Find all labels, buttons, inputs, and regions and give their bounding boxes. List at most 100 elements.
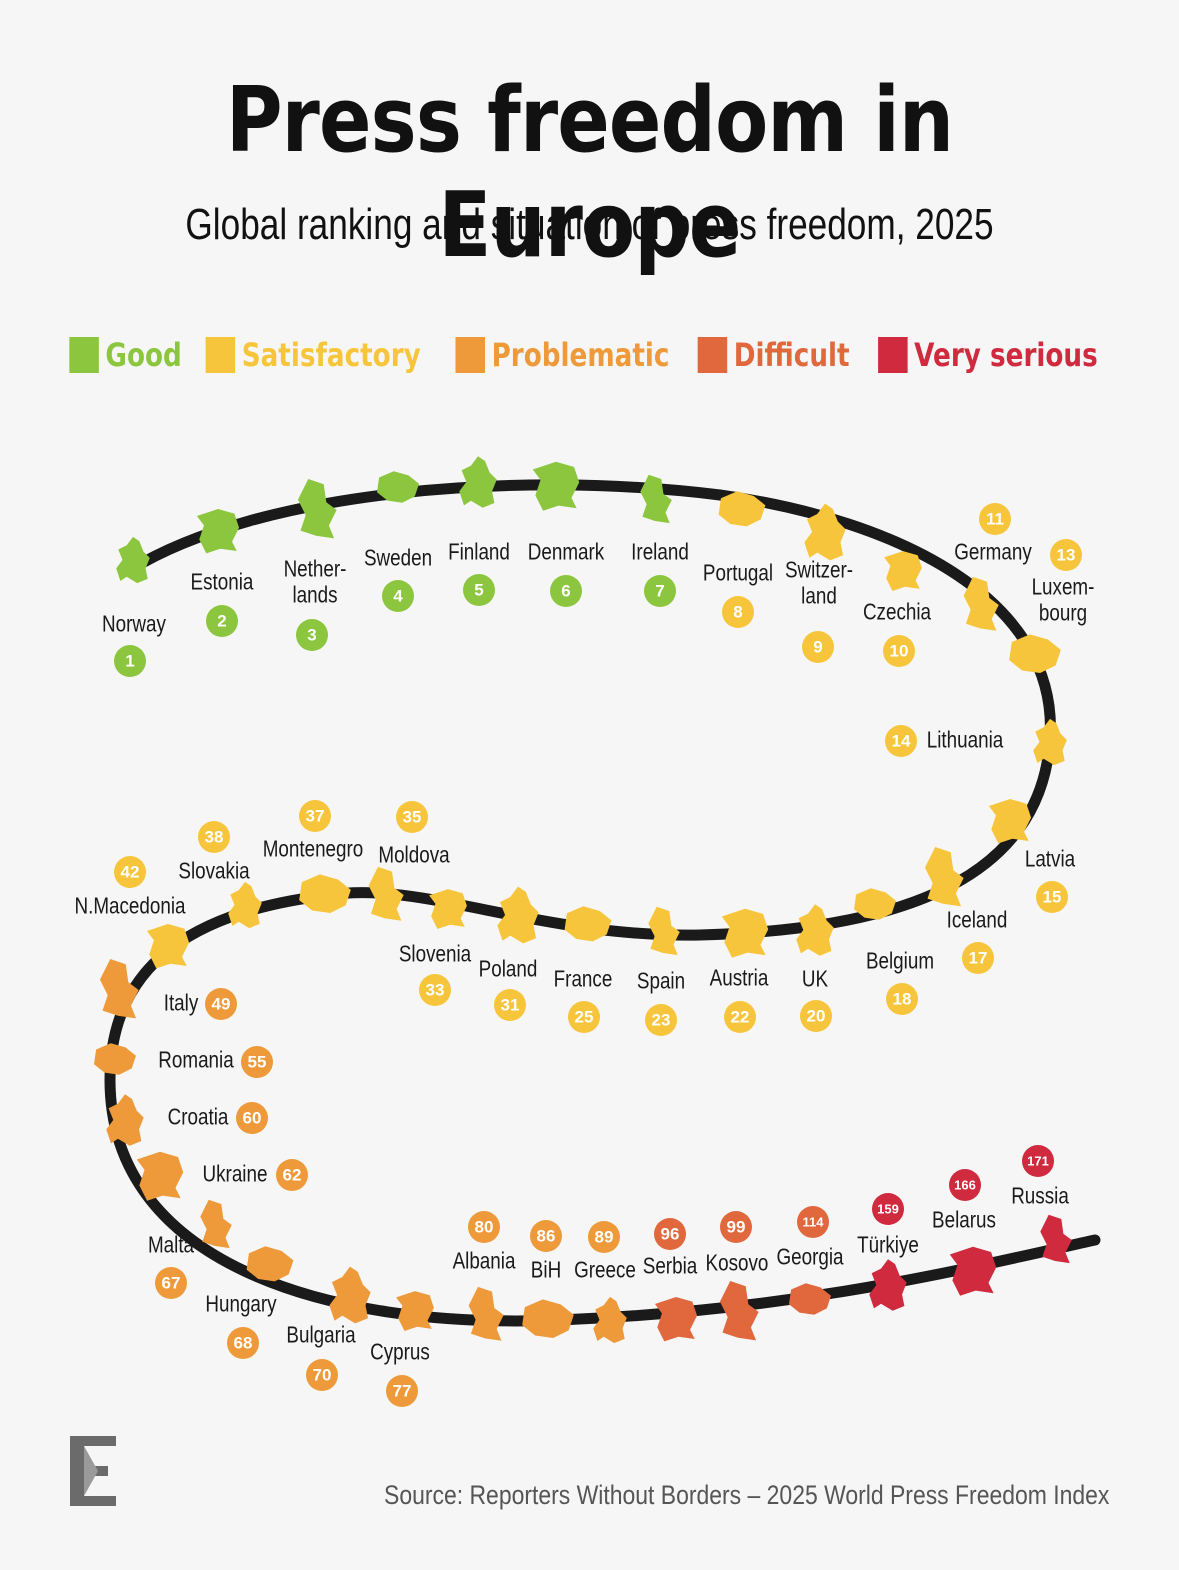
country-shape-denmark [532,461,580,511]
country-shape-iceland [924,847,964,907]
rank-badge-circle-denmark [550,575,582,607]
country-label-kosovo: Kosovo [706,1250,769,1275]
country-label-bih: BiH [531,1257,561,1282]
country-shape-moldova [368,866,404,921]
rank-badge-circle-germany [979,503,1011,535]
rank-badge-n-macedonia: 42 [114,856,146,888]
country-label-moldova: Moldova [378,842,450,867]
rank-badge-denmark: 6 [550,575,582,607]
rank-badge-cyprus: 77 [386,1375,418,1407]
rank-badge-serbia: 96 [654,1218,686,1250]
rank-badge-circle-estonia [206,605,238,637]
legend-swatch-difficult [697,337,728,373]
rank-badge-circle-n-macedonia [114,856,146,888]
rank-badge-poland: 31 [494,989,526,1021]
rank-badge-slovakia: 38 [198,821,230,853]
rank-badge-value-kosovo: 99 [727,1217,746,1236]
country-label-switzer-land: Switzer-land [785,557,853,608]
rank-badge-value-spain: 23 [652,1010,671,1029]
country-label-hungary: Hungary [205,1291,277,1316]
rank-badge-lithuania: 14 [885,725,917,757]
country-label-finland: Finland [448,539,510,564]
rank-badge-sweden: 4 [382,580,414,612]
country-shape-ukraine [136,1151,184,1201]
country-shape-switzer-land [804,503,846,561]
rank-badge-value-bih: 86 [537,1226,556,1245]
rank-badge-value-austria: 22 [731,1007,750,1026]
rank-badge-circle-greece [588,1221,620,1253]
country-label-spain: Spain [637,968,685,993]
rank-badge-circle-spain [645,1004,677,1036]
rank-badge-circle-croatia [236,1102,268,1134]
legend-label-good: Good [105,336,182,374]
legend-swatch-satisfactory [205,337,236,373]
rank-badge-ireland: 7 [644,575,676,607]
country-shape-kosovo [719,1281,759,1341]
rank-badge-russia: 171 [1022,1145,1054,1177]
country-label-albania: Albania [453,1248,516,1273]
country-label-cyprus: Cyprus [370,1339,430,1364]
rank-badge-circle-albania [468,1211,500,1243]
rank-badge-circle-kosovo [720,1211,752,1243]
country-shape-latvia [988,798,1032,844]
rank-badge-circle-georgia [797,1206,829,1238]
rank-badge-value-sweden: 4 [393,586,403,605]
country-shape-norway [116,536,150,584]
country-label-iceland: Iceland [947,907,1008,932]
rank-badge-value-nether-lands: 3 [307,625,316,644]
country-label-italy: Italy [164,990,199,1015]
rank-badge-value-belarus: 166 [954,1177,976,1192]
rank-badge-iceland: 17 [962,942,994,974]
rank-badge-norway: 1 [114,645,146,677]
country-shape-uk [796,904,834,956]
rank-badge-greece: 89 [588,1221,620,1253]
country-label-slovakia: Slovakia [178,858,250,883]
rank-badge-value-france: 25 [575,1007,594,1026]
legend-swatch-problematic [455,337,486,373]
country-label-romania: Romania [158,1047,234,1072]
rank-badge-value-ireland: 7 [655,581,664,600]
legend-swatch-good [69,337,99,373]
country-shape-cyprus [396,1291,434,1331]
rank-badge-value-romania: 55 [248,1052,267,1071]
rank-badge-circle-cyprus [386,1375,418,1407]
rank-badge-circle-slovakia [198,821,230,853]
rank-badge-circle-czechia [883,635,915,667]
rank-badge-value-moldova: 35 [403,807,422,826]
country-shape-luxem-bourg [1009,634,1061,674]
rank-badge-t-rkiye: 159 [872,1193,904,1225]
rank-badge-switzer-land: 9 [802,631,834,663]
country-label-lithuania: Lithuania [927,727,1004,752]
rank-badge-value-iceland: 17 [969,948,988,967]
country-shape-romania [94,1043,136,1075]
country-shape-n-macedonia [146,923,190,969]
country-label-estonia: Estonia [191,569,254,594]
country-label-ukraine: Ukraine [203,1161,268,1186]
legend-label-satisfactory: Satisfactory [241,336,421,374]
rank-badge-belgium: 18 [886,983,918,1015]
country-label-serbia: Serbia [643,1253,698,1278]
rank-badge-malta: 67 [155,1267,187,1299]
rank-badge-spain: 23 [645,1004,677,1036]
rank-badge-circle-norway [114,645,146,677]
rank-badge-slovenia: 33 [419,974,451,1006]
rank-badge-value-serbia: 96 [661,1224,680,1243]
legend-label-problematic: Problematic [491,336,670,374]
rank-badge-circle-russia [1022,1145,1054,1177]
rank-badge-value-germany: 11 [986,509,1004,528]
rank-badge-austria: 22 [724,1001,756,1033]
country-shapes [94,456,1072,1344]
rank-badge-value-t-rkiye: 159 [877,1201,899,1216]
country-label-czechia: Czechia [863,599,931,624]
rank-badge-bulgaria: 70 [306,1359,338,1391]
legend-item-satisfactory: Satisfactory [205,336,421,374]
country-label-germany: Germany [954,539,1032,564]
country-shape-spain [648,906,680,956]
country-label-slovenia: Slovenia [399,941,472,966]
rank-badge-georgia: 114 [797,1206,829,1238]
rank-badge-bih: 86 [530,1220,562,1252]
rank-badge-value-hungary: 68 [234,1333,253,1352]
country-label-poland: Poland [479,956,538,981]
rank-badge-value-norway: 1 [125,651,134,670]
country-shape-slovakia [228,881,262,929]
